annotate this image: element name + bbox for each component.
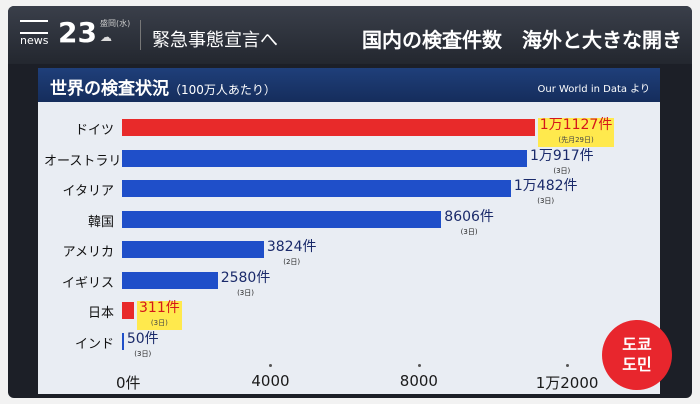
bar [122, 302, 134, 319]
category-label: 韓国 [87, 214, 114, 230]
topic-caption: 緊急事態宣言へ [152, 30, 278, 51]
bar [122, 210, 442, 228]
chart-title: 世界の検査状況 [50, 79, 169, 99]
date-note: (3日) [553, 166, 571, 175]
bar [122, 271, 218, 289]
logo-number: 23 [58, 16, 97, 49]
value-text: 1万482件 [513, 178, 578, 194]
bar [122, 241, 264, 258]
logo-lines-icon [20, 20, 48, 34]
bar [122, 332, 124, 350]
value-label: 8606件 (3日) [444, 210, 494, 239]
axis-tick-label: 8000 [399, 372, 438, 390]
date-note: (3日) [150, 319, 168, 327]
value-text: 50件 [126, 330, 159, 347]
category-label: 日本 [87, 306, 114, 321]
category-label: ドイツ [74, 123, 114, 138]
logo-news-text: news [20, 34, 49, 47]
header-divider [140, 20, 141, 50]
weather-location: 盛岡(水) [100, 19, 131, 28]
value-label: 3824件 (2日) [267, 240, 317, 269]
badge-line2: 도민 [622, 355, 652, 374]
value-label: 2580件 (3日) [221, 271, 271, 300]
axis-tick-label: 1万2000 [535, 374, 599, 392]
date-note: (3日) [537, 197, 555, 205]
date-note: (3日) [237, 288, 254, 297]
category-label: インド [74, 336, 114, 352]
date-note: (先月29日) [558, 136, 594, 144]
value-label: 1万1127件 (先月29日) [537, 117, 615, 147]
axis-tick-mark [269, 364, 273, 367]
broadcast-header: news 23 盛岡(水) ☁ 緊急事態宣言へ 国内の検査件数 海外と大きな開き [8, 6, 692, 64]
value-text: 8606件 [444, 208, 494, 225]
value-label: 1万917件 (3日) [530, 149, 594, 178]
date-note: (3日) [134, 349, 152, 358]
value-label: 50件 (3日) [127, 332, 159, 361]
date-note: (2日) [283, 258, 301, 266]
category-label: アメリカ [62, 245, 114, 260]
category-label: オーストラリア [44, 153, 135, 169]
chart-subtitle: （100万人あたり） [169, 83, 276, 97]
bar [122, 149, 528, 167]
value-text: 2580件 [220, 269, 271, 286]
bar-chart: ドイツ 1万1127件 (先月29日) オーストラリア 1万917件 (3日) イタリア 1万… [38, 102, 660, 394]
headline-caption: 国内の検査件数 海外と大きな開き [362, 28, 682, 52]
value-text: 1万1127件 [539, 117, 613, 133]
tv-frame: news 23 盛岡(水) ☁ 緊急事態宣言へ 国内の検査件数 海外と大きな開き… [8, 6, 692, 398]
category-label: イタリア [62, 184, 114, 199]
value-text: 311件 [139, 300, 180, 316]
value-text: 1万917件 [530, 147, 594, 164]
value-label: 1万482件 (3日) [514, 179, 578, 208]
source-note: Our World in Data より [537, 84, 651, 95]
badge-line1: 도쿄 [622, 335, 652, 354]
axis-tick-mark [417, 364, 421, 367]
category-label: イギリス [61, 275, 114, 291]
cloud-sun-icon: ☁ [100, 30, 112, 44]
value-text: 3824件 [266, 239, 317, 255]
watermark-badge: 도쿄 도민 [602, 320, 672, 390]
axis-tick-label: 0件 [116, 374, 141, 392]
panel-title: 世界の検査状況（100万人あたり） [50, 74, 276, 99]
axis-tick-mark [566, 364, 570, 367]
chart-panel: 世界の検査状況（100万人あたり） Our World in Data より ド… [38, 68, 660, 394]
bar [122, 119, 535, 136]
bar [122, 180, 511, 197]
weather-widget: 盛岡(水) ☁ [100, 18, 140, 44]
value-label: 311件 (3日) [137, 301, 182, 330]
axis-tick-label: 4000 [251, 372, 290, 390]
date-note: (3日) [460, 227, 478, 236]
panel-title-bar: 世界の検査状況（100万人あたり） Our World in Data より [38, 68, 660, 102]
